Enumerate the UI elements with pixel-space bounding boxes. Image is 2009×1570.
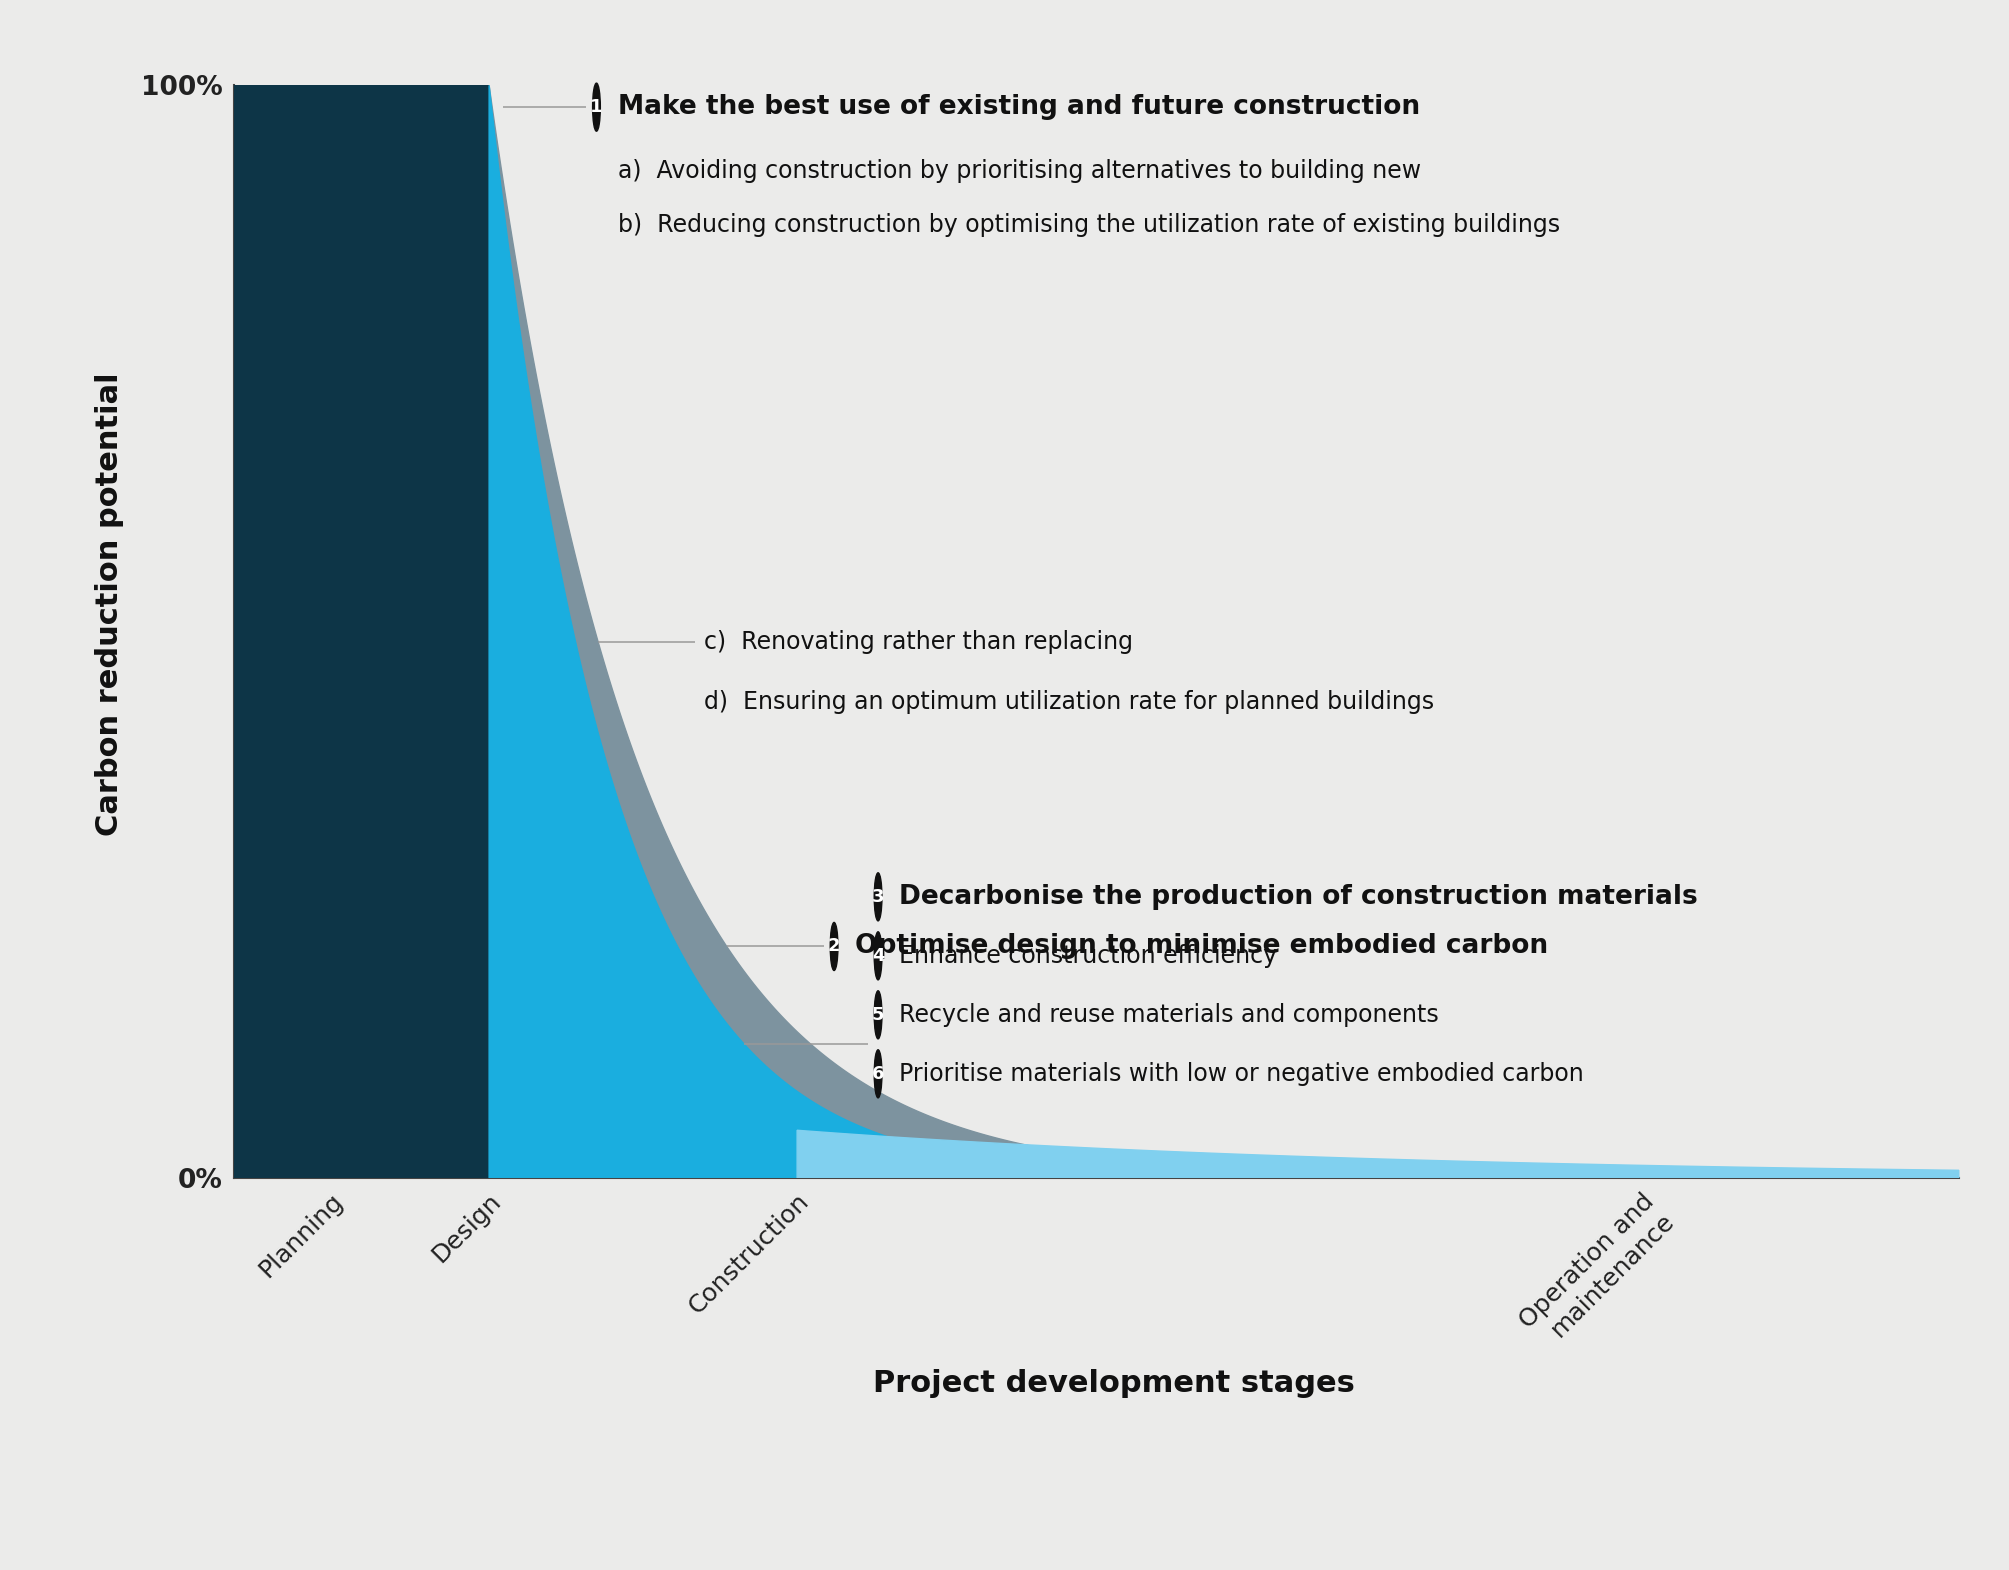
Circle shape	[874, 931, 882, 980]
Text: 4: 4	[872, 947, 884, 966]
Y-axis label: Carbon reduction potential: Carbon reduction potential	[94, 372, 125, 837]
Text: Prioritise materials with low or negative embodied carbon: Prioritise materials with low or negativ…	[900, 1061, 1583, 1086]
Text: c)  Renovating rather than replacing: c) Renovating rather than replacing	[703, 630, 1133, 655]
Text: Decarbonise the production of construction materials: Decarbonise the production of constructi…	[900, 884, 1698, 911]
Text: Optimise design to minimise embodied carbon: Optimise design to minimise embodied car…	[856, 934, 1549, 959]
Circle shape	[593, 83, 601, 132]
Text: Make the best use of existing and future construction: Make the best use of existing and future…	[617, 94, 1420, 121]
Text: d)  Ensuring an optimum utilization rate for planned buildings: d) Ensuring an optimum utilization rate …	[703, 691, 1434, 714]
Text: 1: 1	[591, 99, 603, 116]
Text: a)  Avoiding construction by prioritising alternatives to building new: a) Avoiding construction by prioritising…	[617, 159, 1420, 182]
Text: Enhance construction efficiency: Enhance construction efficiency	[900, 944, 1278, 967]
Text: 3: 3	[872, 889, 884, 906]
Text: Recycle and reuse materials and components: Recycle and reuse materials and componen…	[900, 1003, 1438, 1027]
Polygon shape	[488, 85, 1959, 1178]
Bar	[233, 85, 488, 1178]
X-axis label: Project development stages: Project development stages	[874, 1369, 1354, 1397]
Circle shape	[874, 991, 882, 1039]
Circle shape	[874, 873, 882, 922]
Polygon shape	[488, 85, 1959, 1178]
Text: 2: 2	[828, 937, 840, 956]
Text: 6: 6	[872, 1064, 884, 1083]
Text: b)  Reducing construction by optimising the utilization rate of existing buildin: b) Reducing construction by optimising t…	[617, 214, 1559, 237]
Text: 5: 5	[872, 1006, 884, 1024]
Polygon shape	[798, 1130, 1959, 1178]
Circle shape	[830, 923, 838, 970]
Circle shape	[874, 1050, 882, 1097]
